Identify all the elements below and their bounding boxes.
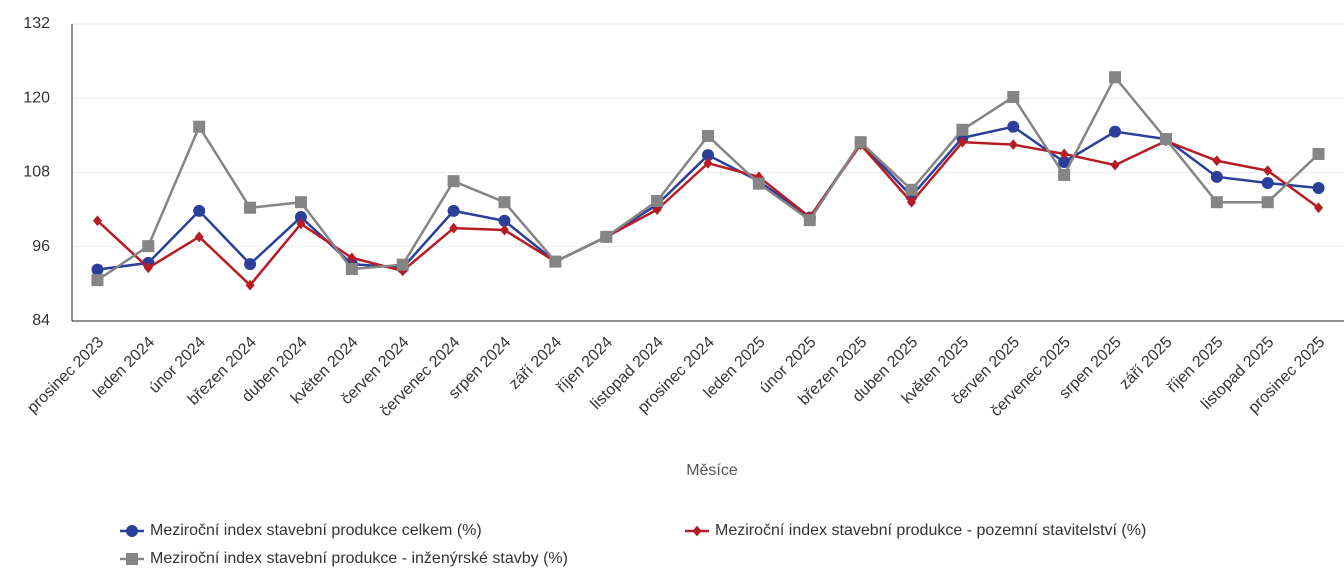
y-tick-label: 108 (23, 164, 50, 181)
data-point (449, 222, 459, 234)
data-point (447, 175, 460, 188)
data-point (1261, 177, 1274, 190)
data-point (1314, 202, 1324, 214)
data-point (1110, 159, 1120, 171)
data-point (1263, 165, 1273, 177)
x-axis-label: Měsíce (686, 462, 738, 479)
data-point (244, 201, 257, 214)
data-point (1210, 170, 1223, 183)
legend-marker (692, 525, 702, 537)
y-tick-label: 120 (23, 89, 50, 106)
data-point (752, 177, 765, 190)
x-tick-label: prosinec 2023 (24, 334, 107, 417)
data-point (294, 211, 307, 224)
y-tick-label: 96 (32, 238, 50, 255)
legend-marker (126, 553, 138, 565)
data-point (245, 279, 255, 291)
legend-marker (126, 525, 138, 537)
data-point (549, 255, 562, 268)
data-point (396, 258, 409, 271)
data-point (294, 196, 307, 209)
data-point (194, 231, 204, 243)
data-point (498, 214, 511, 227)
data-point (703, 157, 713, 169)
data-point (854, 136, 867, 149)
data-point (92, 215, 102, 227)
data-point (702, 129, 714, 142)
data-point (1109, 125, 1122, 138)
data-point (907, 196, 917, 208)
y-tick-label: 84 (32, 312, 50, 329)
data-point (1210, 196, 1223, 209)
y-tick-label: 132 (23, 15, 50, 32)
data-point (803, 214, 816, 227)
data-point (1008, 139, 1018, 151)
legend-label: Meziroční index stavební produkce - poze… (715, 522, 1146, 539)
data-point (499, 224, 509, 236)
data-point (1212, 155, 1222, 167)
data-point (957, 136, 967, 148)
data-point (1312, 147, 1325, 160)
data-point (193, 120, 206, 133)
data-point (905, 183, 918, 196)
data-point (143, 262, 153, 274)
data-point (296, 218, 306, 230)
data-point (244, 258, 257, 271)
data-point (651, 194, 664, 207)
data-point (1058, 168, 1071, 181)
data-point (1007, 120, 1020, 133)
data-point (1312, 181, 1325, 194)
data-point (142, 240, 155, 253)
data-point (347, 252, 357, 264)
data-point (193, 204, 206, 217)
data-point (1007, 91, 1020, 104)
legend-label: Meziroční index stavební produkce - inže… (150, 550, 568, 567)
data-point (91, 263, 104, 276)
data-point (1261, 196, 1274, 209)
data-point (1109, 71, 1122, 84)
data-point (600, 230, 613, 243)
data-point (1059, 148, 1069, 160)
data-point (1058, 155, 1071, 168)
data-point (956, 123, 969, 136)
data-point (498, 196, 511, 209)
data-point (447, 204, 460, 217)
data-point (91, 274, 104, 287)
data-point (702, 149, 714, 162)
data-point (1159, 133, 1172, 146)
data-point (345, 263, 358, 276)
legend-label: Meziroční index stavební produkce celkem… (150, 522, 482, 539)
